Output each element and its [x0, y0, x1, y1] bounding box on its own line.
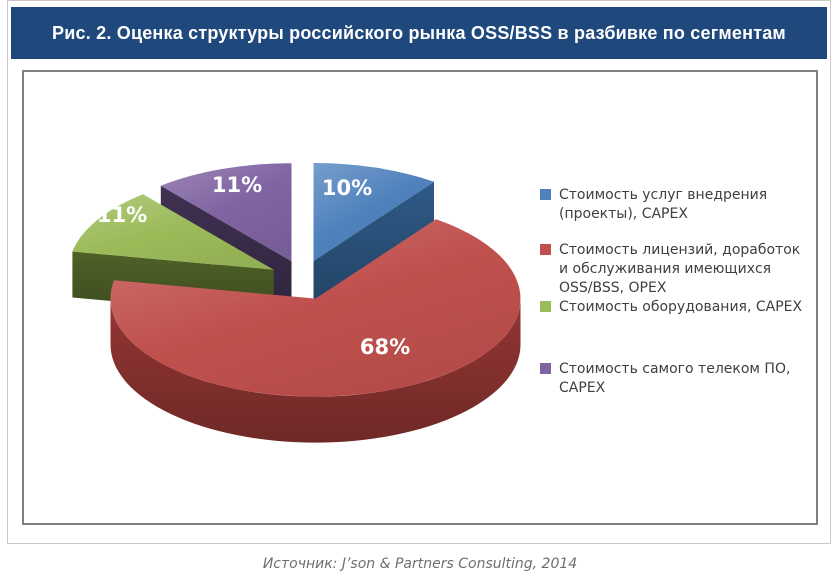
chart-frame: 10% 68% 11% 11% Стоимость услуг внедрения (п… — [22, 70, 818, 525]
pie-slice — [110, 219, 521, 397]
pie-data-label: 68% — [360, 335, 410, 359]
source-caption: Источник: J’son & Partners Consulting, 2… — [262, 556, 578, 572]
legend-label: Стоимость лицензий, доработок и обслужива… — [559, 242, 801, 296]
pie-slice-side — [313, 181, 434, 307]
pie-slice — [160, 163, 292, 262]
legend-marker — [540, 363, 551, 374]
pie-slice — [72, 194, 274, 270]
pie-data-label: 11% — [97, 203, 147, 227]
pie-slice-side — [110, 298, 521, 443]
figure-title: Рис. 2. Оценка структуры российского рын… — [11, 7, 827, 59]
pie-slice — [313, 163, 434, 261]
legend-marker — [540, 301, 551, 312]
legend-label: Стоимость самого телеком ПО, CAPEX — [559, 361, 791, 396]
legend-item: Стоимость самого телеком ПО, CAPEX — [540, 360, 790, 398]
legend-label: Стоимость оборудования, CAPEX — [559, 299, 803, 315]
legend-marker — [540, 189, 551, 200]
pie-data-label: 10% — [322, 176, 372, 200]
legend-label: Стоимость услуг внедрения (проекты), CAPE… — [559, 187, 768, 222]
figure-panel: Рис. 2. Оценка структуры российского рын… — [7, 0, 831, 544]
legend-item: Стоимость оборудования, CAPEX — [540, 298, 802, 317]
pie-data-label: 11% — [212, 173, 262, 197]
legend-item: Стоимость услуг внедрения (проекты), CAPE… — [540, 186, 767, 224]
legend-marker — [540, 244, 551, 255]
pie-chart-3d: 10% 68% 11% 11% — [72, 163, 521, 443]
legend-item: Стоимость лицензий, доработок и обслужива… — [540, 241, 800, 298]
